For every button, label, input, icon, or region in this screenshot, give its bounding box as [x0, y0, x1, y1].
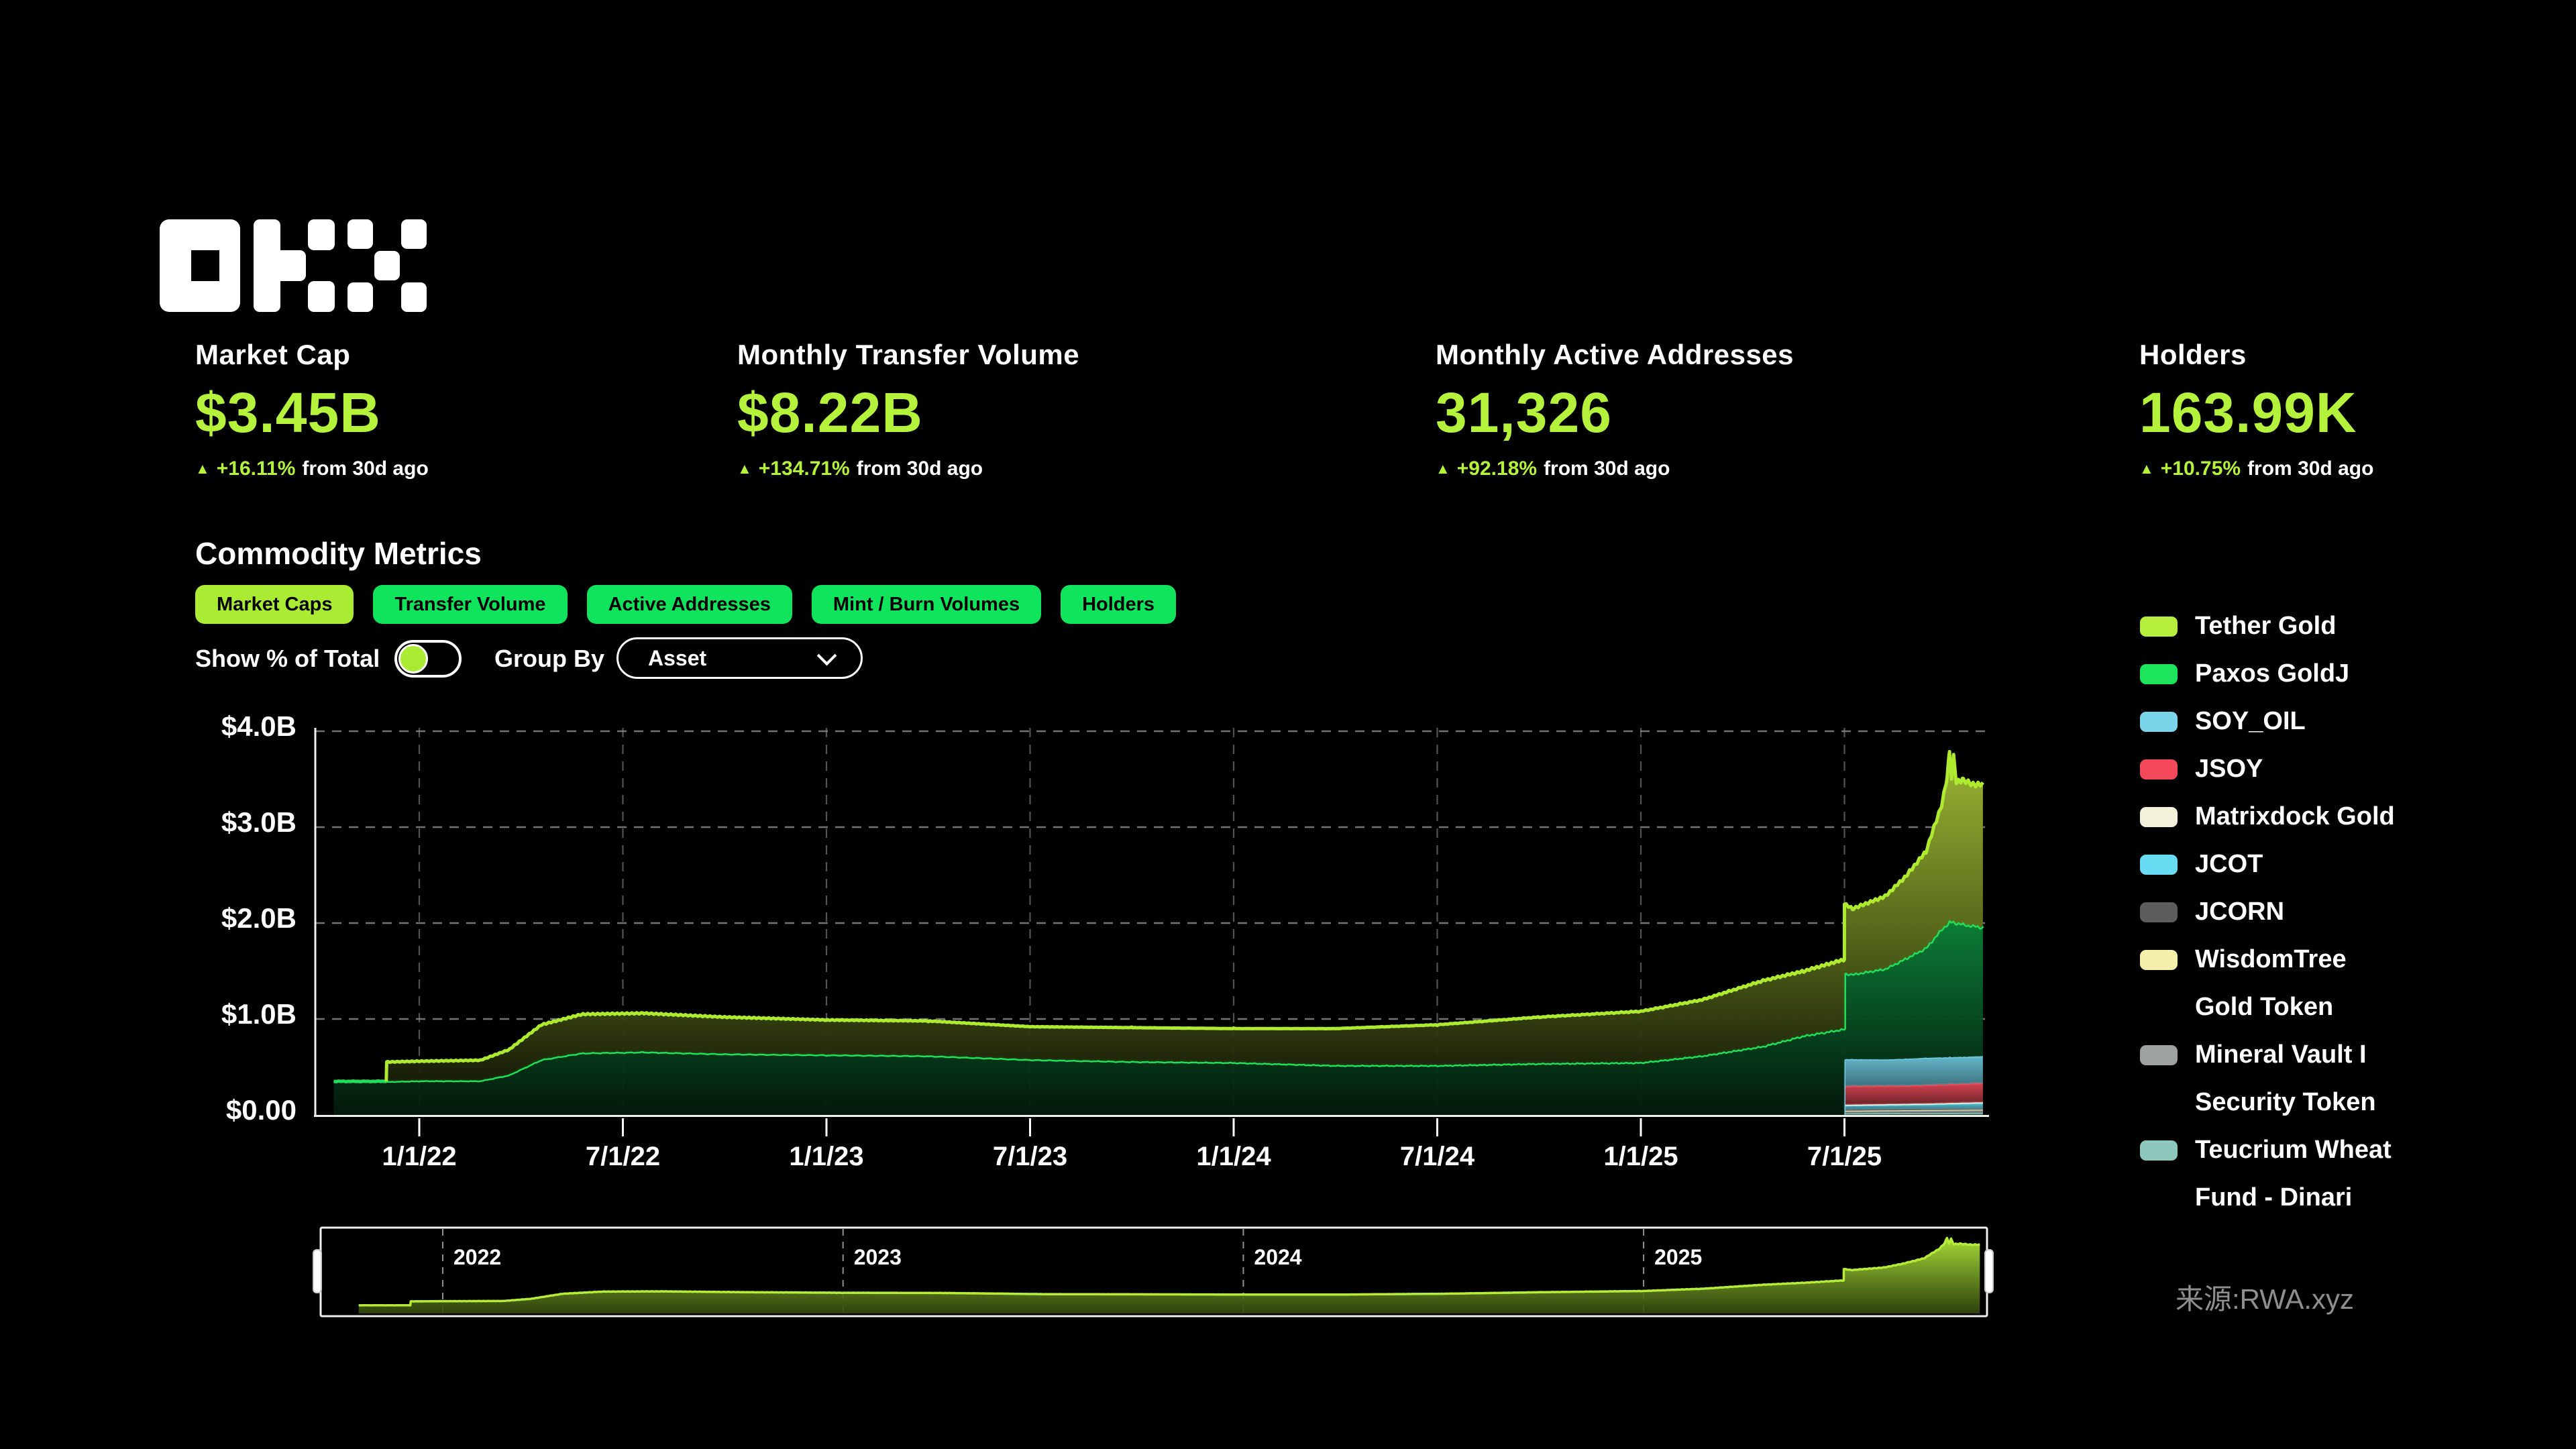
- brush-handle-right[interactable]: [1984, 1249, 1994, 1293]
- legend-item-wisdomtree-gold-token[interactable]: WisdomTree Gold Token: [2140, 936, 2395, 1031]
- x-axis-tick-label: 1/1/22: [382, 1142, 457, 1171]
- legend-label: Matrixdock Gold: [2195, 802, 2395, 830]
- legend-swatch: [2140, 1045, 2178, 1065]
- okx-logo-icon: [160, 219, 427, 312]
- group-by-value: Asset: [648, 645, 707, 670]
- legend-item-jsoy[interactable]: JSOY: [2140, 745, 2395, 793]
- legend-item-soy-oil[interactable]: SOY_OIL: [2140, 698, 2395, 745]
- legend-label: Tether Gold: [2195, 612, 2337, 640]
- legend-item-paxos-gold[interactable]: Paxos GoldJ: [2140, 650, 2395, 698]
- legend-swatch: [2140, 616, 2178, 637]
- legend-item-jcorn[interactable]: JCORN: [2140, 888, 2395, 936]
- legend-label: JCOT: [2195, 850, 2263, 878]
- stat-label: Monthly Active Addresses: [1436, 339, 1794, 370]
- up-triangle-icon: ▲: [1436, 460, 1450, 477]
- legend-label: WisdomTree: [2195, 945, 2347, 973]
- stat-card-holders: Holders 163.99K ▲ +10.75% from 30d ago: [2139, 339, 2576, 480]
- legend-swatch: [2140, 664, 2178, 684]
- stat-delta-percent: +10.75%: [2160, 458, 2241, 480]
- stat-delta-percent: +16.11%: [216, 458, 296, 480]
- stat-delta-percent: +134.71%: [758, 458, 850, 480]
- tab-holders[interactable]: Holders: [1061, 585, 1177, 624]
- x-axis-tick-label: 1/1/25: [1603, 1142, 1678, 1171]
- source-note: 来源:RWA.xyz: [2176, 1283, 2355, 1315]
- x-axis-tick-label: 7/1/22: [585, 1142, 661, 1171]
- stat-delta: ▲ +92.18% from 30d ago: [1436, 458, 1945, 480]
- y-axis-tick-label: $3.0B: [221, 806, 297, 838]
- y-axis-tick-label: $1.0B: [221, 998, 297, 1030]
- group-by-select[interactable]: Asset: [616, 637, 863, 679]
- show-percent-label: Show % of Total: [195, 645, 380, 672]
- legend-item-jcot[interactable]: JCOT: [2140, 841, 2395, 888]
- mini-year-label: 2024: [1254, 1245, 1302, 1269]
- legend-item-matrixdock-gold[interactable]: Matrixdock Gold: [2140, 793, 2395, 841]
- brush-handle-left[interactable]: [313, 1249, 322, 1293]
- legend-item-teucrium-wheat[interactable]: Teucrium Wheat Fund - Dinari: [2140, 1126, 2395, 1222]
- stat-label: Monthly Transfer Volume: [737, 339, 1080, 370]
- y-axis-tick-label: $4.0B: [221, 710, 297, 742]
- tab-active-addresses[interactable]: Active Addresses: [586, 585, 792, 624]
- legend-swatch: [2140, 902, 2178, 922]
- legend-label: SOY_OIL: [2195, 707, 2306, 735]
- tab-mint-burn-volumes[interactable]: Mint / Burn Volumes: [811, 585, 1042, 624]
- stat-delta: ▲ +134.71% from 30d ago: [737, 458, 1247, 480]
- x-axis-tick-label: 7/1/25: [1807, 1142, 1882, 1171]
- legend-item-mineral-vault[interactable]: Mineral Vault I Security Token: [2140, 1031, 2395, 1126]
- y-axis-tick-label: $2.0B: [221, 902, 297, 934]
- up-triangle-icon: ▲: [737, 460, 752, 477]
- legend-label-line2: Security Token: [2195, 1088, 2376, 1116]
- stat-value: $3.45B: [195, 381, 381, 444]
- stat-delta: ▲ +16.11% from 30d ago: [195, 458, 705, 480]
- mini-year-label: 2025: [1654, 1245, 1703, 1269]
- stat-value: $8.22B: [737, 381, 923, 444]
- show-percent-toggle[interactable]: [394, 640, 462, 678]
- stat-value: 163.99K: [2139, 381, 2357, 444]
- tab-transfer-volume[interactable]: Transfer Volume: [373, 585, 568, 624]
- x-axis-tick-label: 7/1/23: [992, 1142, 1068, 1171]
- stat-card-active-addresses: Monthly Active Addresses 31,326 ▲ +92.18…: [1436, 339, 1945, 480]
- stat-delta-suffix: from 30d ago: [856, 458, 983, 480]
- y-axis-tick-label: $0.00: [225, 1094, 297, 1126]
- chart-legend: Tether Gold Paxos GoldJ SOY_OIL JSOY Mat…: [2140, 602, 2395, 1222]
- mini-year-label: 2023: [853, 1245, 902, 1269]
- legend-label: Mineral Vault I: [2195, 1040, 2367, 1069]
- stat-delta-suffix: from 30d ago: [1544, 458, 1670, 480]
- legend-swatch: [2140, 759, 2178, 780]
- stat-delta-suffix: from 30d ago: [302, 458, 429, 480]
- legend-label: Teucrium Wheat: [2195, 1136, 2392, 1164]
- stat-card-market-cap: Market Cap $3.45B ▲ +16.11% from 30d ago: [195, 339, 705, 480]
- legend-label-line2: Fund - Dinari: [2195, 1183, 2353, 1212]
- legend-swatch: [2140, 1140, 2178, 1161]
- stat-label: Market Cap: [195, 339, 351, 370]
- legend-label: JSOY: [2195, 755, 2263, 783]
- page-title: Commodity Metrics: [195, 536, 482, 571]
- tab-market-caps[interactable]: Market Caps: [195, 585, 354, 624]
- mini-year-label: 2022: [453, 1245, 502, 1269]
- legend-swatch: [2140, 712, 2178, 732]
- up-triangle-icon: ▲: [195, 460, 210, 477]
- legend-swatch: [2140, 807, 2178, 827]
- stat-delta-percent: +92.18%: [1456, 458, 1538, 480]
- stat-delta: ▲ +10.75% from 30d ago: [2139, 458, 2576, 480]
- stat-value: 31,326: [1436, 381, 1612, 444]
- stat-card-transfer-volume: Monthly Transfer Volume $8.22B ▲ +134.71…: [737, 339, 1247, 480]
- legend-label: Paxos GoldJ: [2195, 659, 2350, 688]
- legend-swatch: [2140, 950, 2178, 970]
- metric-tabs: Market Caps Transfer Volume Active Addre…: [195, 585, 1177, 624]
- stat-label: Holders: [2139, 339, 2247, 370]
- x-axis-tick-label: 7/1/24: [1399, 1142, 1475, 1171]
- legend-label: JCORN: [2195, 898, 2285, 926]
- up-triangle-icon: ▲: [2139, 460, 2154, 477]
- legend-label-line2: Gold Token: [2195, 993, 2334, 1021]
- x-axis-tick-label: 1/1/24: [1196, 1142, 1271, 1171]
- legend-swatch: [2140, 855, 2178, 875]
- stat-delta-suffix: from 30d ago: [2247, 458, 2374, 480]
- x-axis-tick-label: 1/1/23: [789, 1142, 864, 1171]
- legend-item-tether-gold[interactable]: Tether Gold: [2140, 602, 2395, 650]
- group-by-label: Group By: [494, 645, 605, 672]
- toggle-knob: [398, 644, 428, 674]
- chevron-down-icon: [816, 645, 837, 665]
